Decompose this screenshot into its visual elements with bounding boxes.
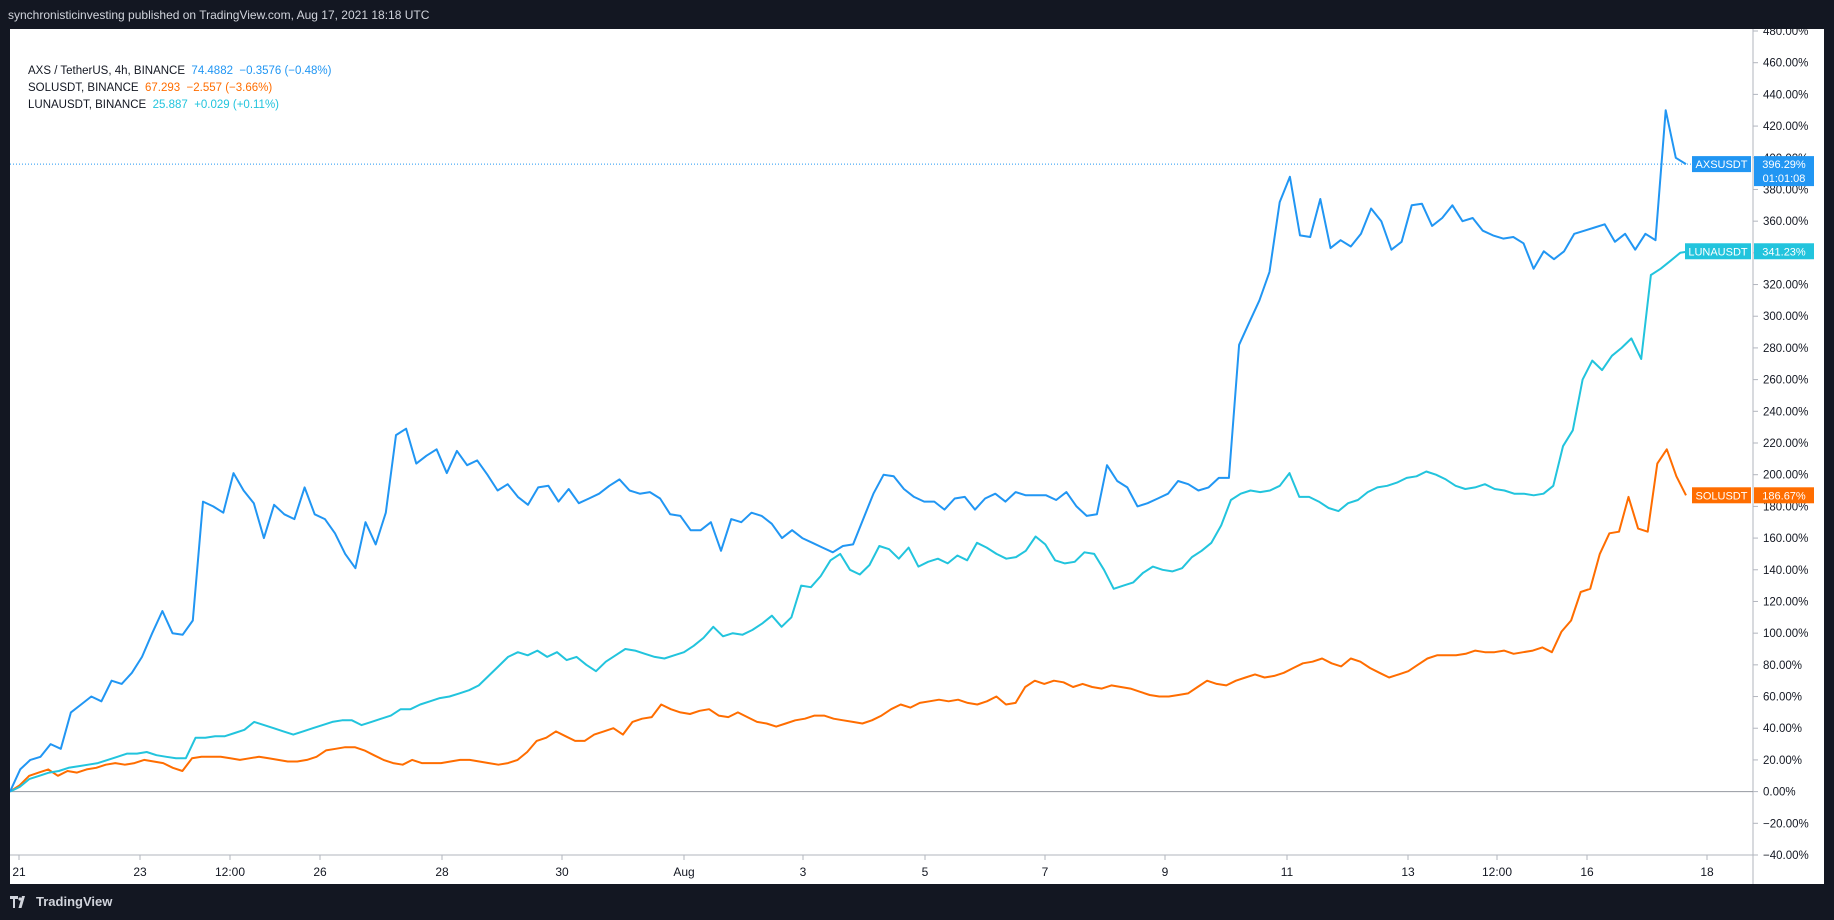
- x-tick-label: 28: [435, 865, 449, 879]
- y-tick-label: 160.00%: [1763, 533, 1808, 545]
- x-tick-label: 26: [313, 865, 327, 879]
- y-tick-label: 100.00%: [1763, 628, 1808, 640]
- published-caption: synchronisticinvesting published on Trad…: [8, 8, 430, 22]
- x-tick-label: 21: [12, 865, 26, 879]
- legend-price: 74.4882: [191, 65, 233, 77]
- x-tick-label: 5: [922, 865, 929, 879]
- series-value-tag-solusdt: 186.67%: [1754, 487, 1814, 504]
- series-line-lunausdt[interactable]: [10, 250, 1691, 793]
- series-name-label: AXSUSDT: [1696, 159, 1748, 171]
- tradingview-wordmark: TradingView: [36, 894, 113, 909]
- y-tick-label: 180.00%: [1763, 501, 1808, 513]
- chart-svg[interactable]: 480.00%460.00%440.00%420.00%400.00%380.0…: [10, 29, 1824, 884]
- tradingview-brand[interactable]: TradingView: [10, 894, 112, 909]
- y-tick-label: 380.00%: [1763, 184, 1808, 196]
- x-tick-label: 3: [800, 865, 807, 879]
- legend: AXS / TetherUS, 4h, BINANCE 74.4882 −0.3…: [28, 63, 331, 114]
- y-tick-label: 220.00%: [1763, 438, 1808, 450]
- y-tick-label: −20.00%: [1763, 818, 1809, 830]
- legend-price: 25.887: [152, 99, 188, 111]
- y-tick-label: 0.00%: [1763, 787, 1796, 799]
- legend-row-luna[interactable]: LUNAUSDT, BINANCE 25.887 +0.029 (+0.11%): [28, 97, 331, 114]
- series-value-tag-axsusdt: 396.29% 01:01:08: [1754, 156, 1814, 187]
- series-value-label: 186.67%: [1762, 490, 1806, 502]
- chart-frame[interactable]: 480.00%460.00%440.00%420.00%400.00%380.0…: [10, 29, 1824, 884]
- series-name-label: SOLUSDT: [1696, 490, 1748, 502]
- bottom-bar: TradingView: [0, 884, 1834, 920]
- y-tick-label: 200.00%: [1763, 470, 1808, 482]
- series-name-tag-axsusdt: AXSUSDT: [1692, 156, 1751, 173]
- x-tick-label: 13: [1401, 865, 1415, 879]
- x-tick-label: 12:00: [1482, 865, 1512, 879]
- y-tick-label: 320.00%: [1763, 280, 1808, 292]
- legend-row-axs[interactable]: AXS / TetherUS, 4h, BINANCE 74.4882 −0.3…: [28, 63, 331, 80]
- series-name-label: LUNAUSDT: [1688, 246, 1748, 258]
- legend-change: +0.029 (+0.11%): [194, 99, 280, 111]
- y-tick-label: 300.00%: [1763, 311, 1808, 323]
- legend-change: −2.557 (−3.66%): [186, 82, 273, 94]
- x-tick-label: 9: [1162, 865, 1169, 879]
- y-tick-label: 60.00%: [1763, 692, 1802, 704]
- legend-row-sol[interactable]: SOLUSDT, BINANCE 67.293 −2.557 (−3.66%): [28, 80, 331, 97]
- legend-symbol: LUNAUSDT, BINANCE: [28, 99, 147, 111]
- x-tick-label: 16: [1580, 865, 1594, 879]
- series-value-label: 341.23%: [1762, 246, 1806, 258]
- bar-countdown-label: 01:01:08: [1763, 173, 1806, 185]
- x-tick-label: 11: [1281, 865, 1294, 879]
- y-tick-label: 440.00%: [1763, 89, 1808, 101]
- tradingview-logo-icon: [10, 895, 25, 908]
- legend-change: −0.3576 (−0.48%): [239, 65, 332, 77]
- legend-symbol: SOLUSDT, BINANCE: [28, 82, 139, 94]
- series-line-axsusdt[interactable]: [10, 109, 1687, 793]
- y-tick-label: 120.00%: [1763, 596, 1808, 608]
- y-tick-label: 20.00%: [1763, 755, 1802, 767]
- x-tick-label: 30: [555, 865, 569, 879]
- y-tick-label: 420.00%: [1763, 121, 1808, 133]
- top-bar: synchronisticinvesting published on Trad…: [0, 0, 1834, 29]
- x-tick-label: 23: [133, 865, 147, 879]
- y-tick-label: −40.00%: [1763, 850, 1809, 862]
- y-tick-label: 240.00%: [1763, 406, 1808, 418]
- y-tick-label: 360.00%: [1763, 216, 1808, 228]
- y-tick-label: 260.00%: [1763, 375, 1808, 387]
- y-tick-label: 40.00%: [1763, 723, 1802, 735]
- series-name-tag-solusdt: SOLUSDT: [1692, 487, 1751, 504]
- y-tick-label: 80.00%: [1763, 660, 1802, 672]
- y-tick-label: 460.00%: [1763, 58, 1808, 70]
- legend-price: 67.293: [144, 82, 181, 94]
- y-tick-label: 280.00%: [1763, 343, 1808, 355]
- series-name-tag-lunausdt: LUNAUSDT: [1685, 243, 1751, 260]
- x-tick-label: 7: [1042, 865, 1049, 879]
- legend-symbol: AXS / TetherUS, 4h, BINANCE: [28, 65, 186, 77]
- series-line-solusdt[interactable]: [10, 448, 1687, 793]
- series-value-label: 396.29%: [1762, 159, 1806, 171]
- series-value-tag-lunausdt: 341.23%: [1754, 243, 1814, 260]
- x-tick-label: 18: [1700, 865, 1714, 879]
- x-tick-label: 12:00: [215, 865, 245, 879]
- y-tick-label: 140.00%: [1763, 565, 1808, 577]
- x-tick-label: Aug: [673, 865, 694, 879]
- y-tick-label: 480.00%: [1763, 29, 1808, 38]
